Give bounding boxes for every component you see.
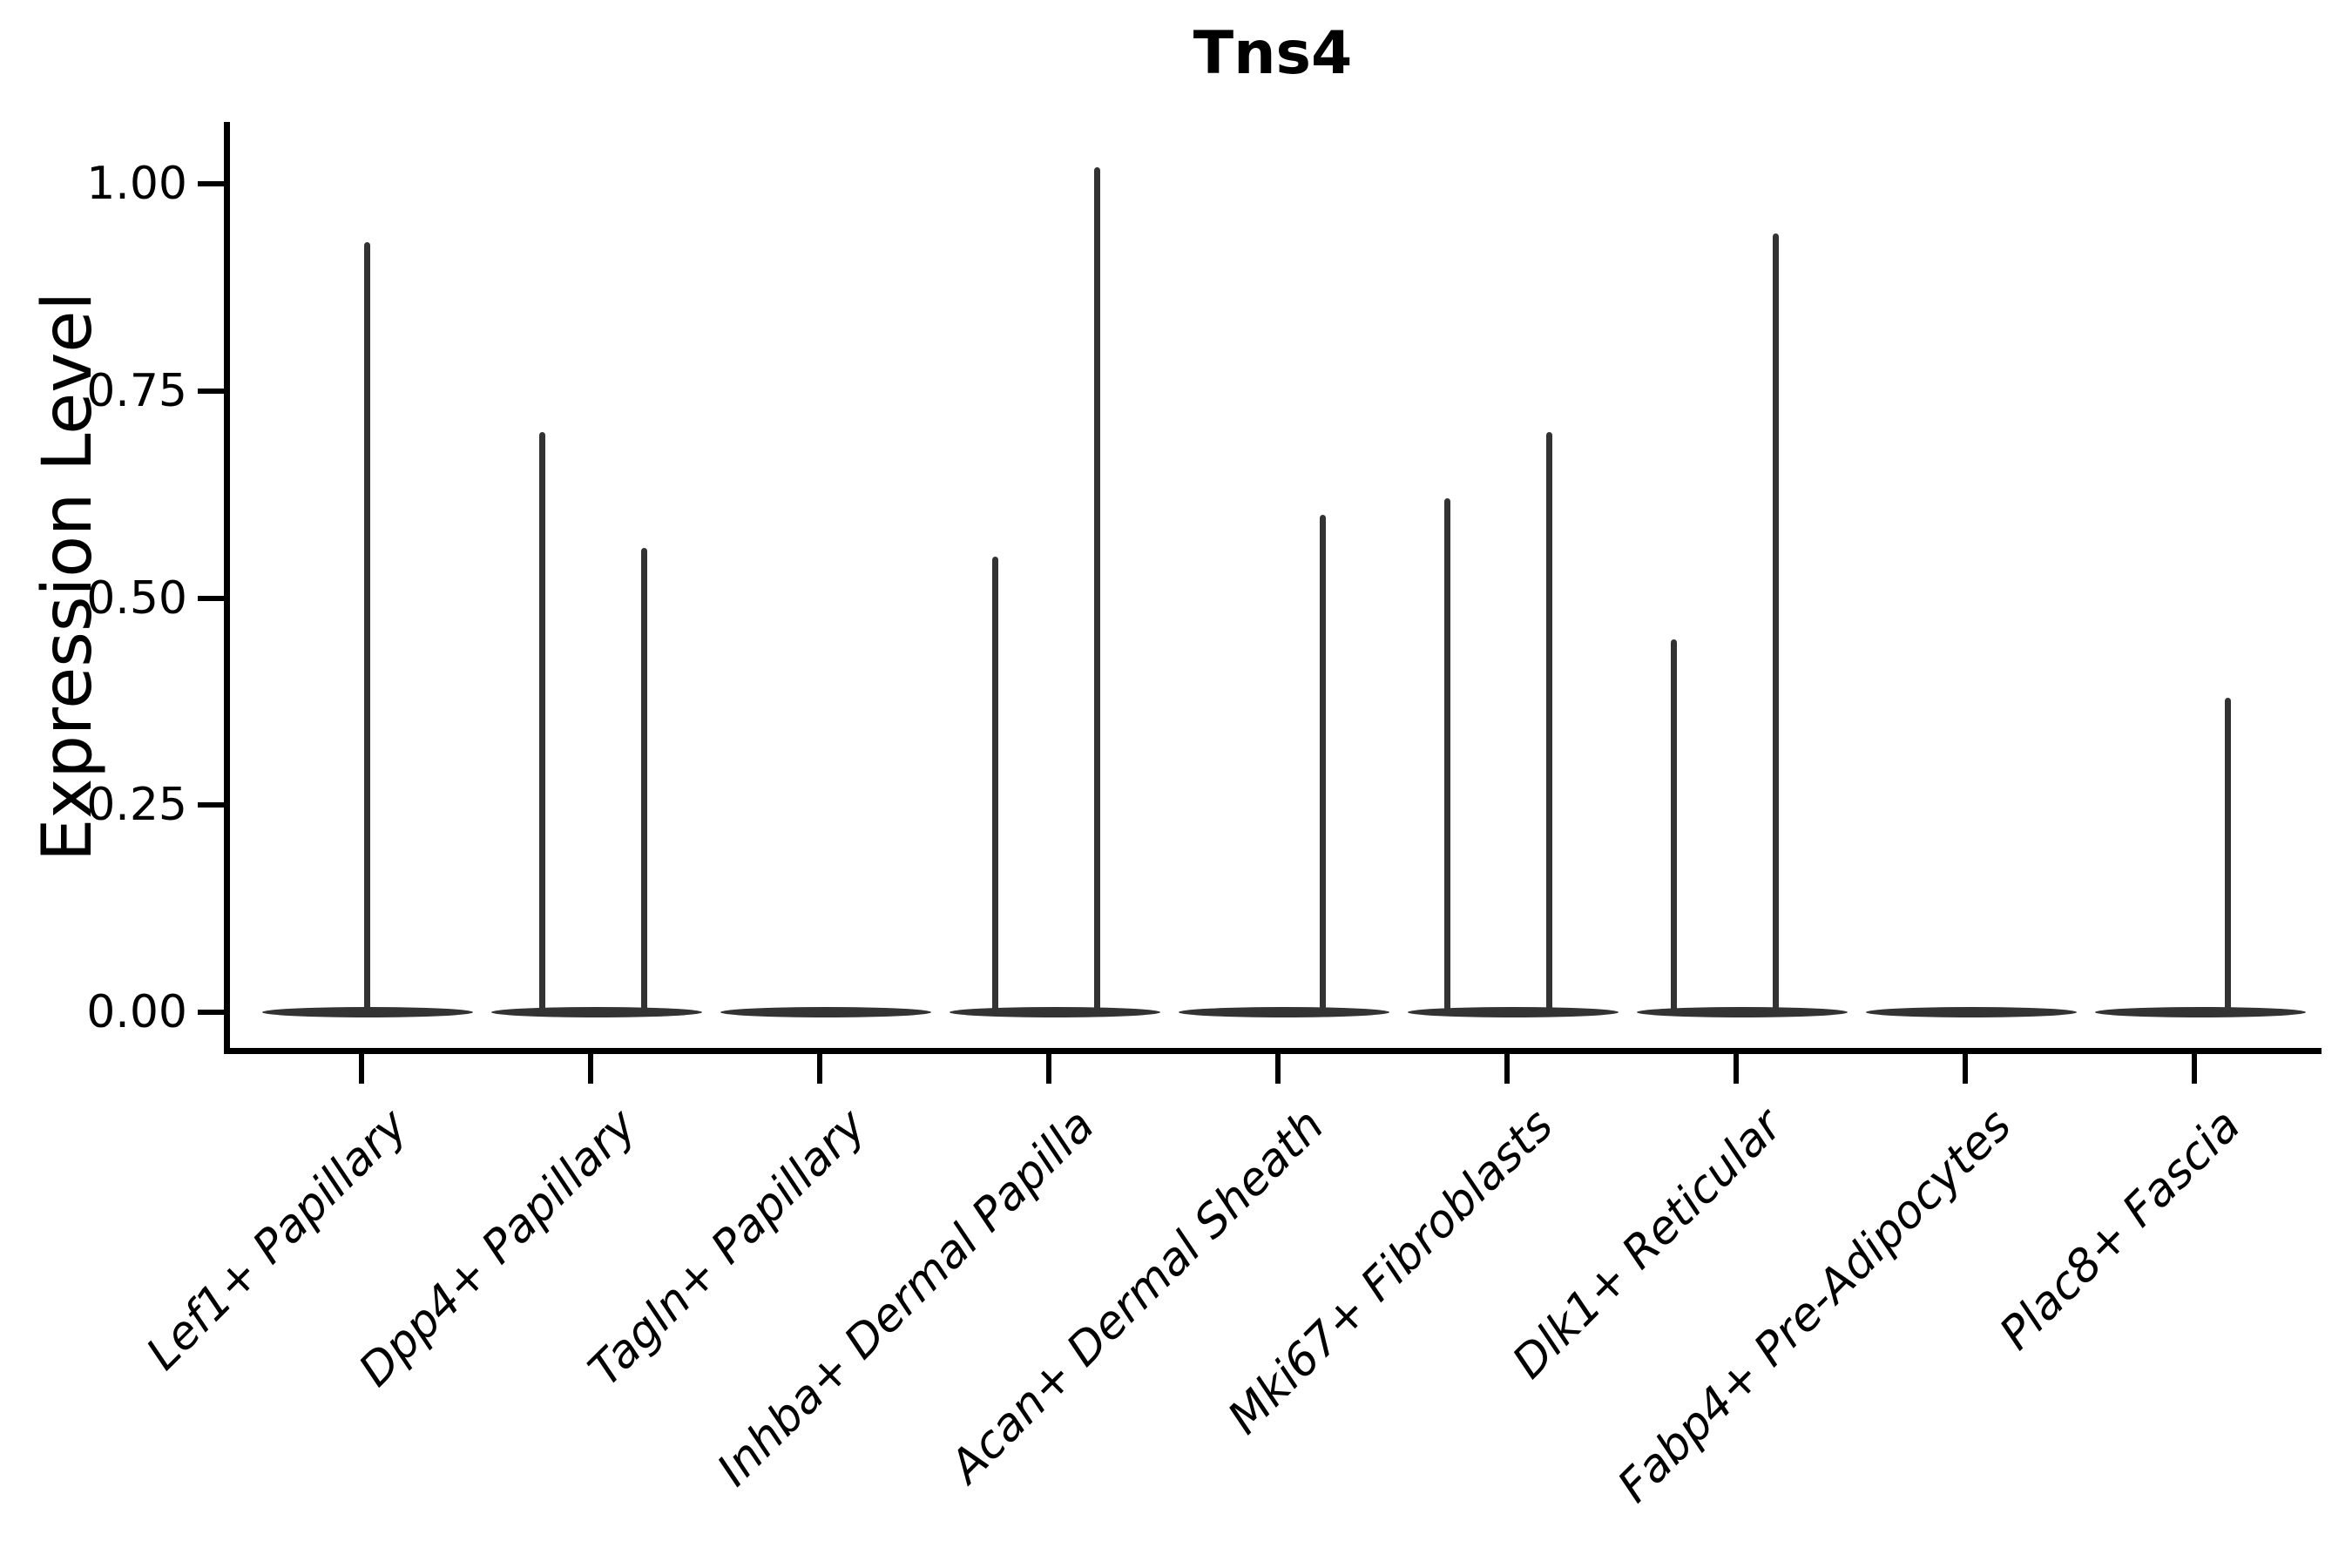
x-axis-label: Inhba+ Dermal Papilla [707,1099,1105,1497]
violin-spike [1546,432,1552,1012]
violin-spike [1773,233,1779,1012]
y-tick-label: 0.75 [86,364,187,417]
x-tick-mark [1275,1054,1281,1084]
y-tick-mark [198,388,224,394]
y-tick-mark [198,595,224,601]
violin-spike [2225,697,2231,1012]
y-tick-mark [198,802,224,808]
x-axis-label: Acan+ Dermal Sheath [940,1099,1335,1493]
violin-baseline [262,1007,473,1017]
violin-spike [1094,166,1100,1012]
x-tick-mark [2192,1054,2197,1084]
violin-baseline [1866,1007,2077,1017]
y-tick-label: 1.00 [86,158,187,210]
violin-spike [1671,639,1677,1012]
x-tick-mark [359,1054,364,1084]
violin-baseline [2095,1007,2306,1017]
x-tick-mark [1504,1054,1510,1084]
violin-spike [1444,498,1450,1012]
x-tick-mark [1046,1054,1051,1084]
x-tick-mark [817,1054,822,1084]
violin-baseline [950,1007,1160,1017]
x-axis-label: Fabp4+ Pre-Adipocytes [1607,1099,2022,1513]
violin-baseline [1637,1007,1848,1017]
x-tick-mark [588,1054,593,1084]
violin-spike [539,432,545,1012]
chart-title: Tns4 [1193,19,1353,88]
x-tick-mark [1963,1054,1968,1084]
x-axis-label: Plac8+ Fascia [1990,1099,2251,1361]
violin-baseline [720,1007,931,1017]
violin-baseline [491,1007,702,1017]
violin-spike [641,548,647,1012]
y-tick-mark [198,1010,224,1015]
y-tick-label: 0.00 [86,986,187,1038]
violin-spike [1320,515,1326,1012]
violin-baseline [1179,1007,1389,1017]
y-tick-mark [198,181,224,186]
violin-baseline [1408,1007,1619,1017]
plot-area [224,122,2322,1054]
y-tick-label: 0.25 [86,779,187,832]
x-tick-mark [1734,1054,1739,1084]
y-tick-label: 0.50 [86,571,187,625]
violin-spike [992,556,998,1012]
violin-spike [364,241,370,1012]
